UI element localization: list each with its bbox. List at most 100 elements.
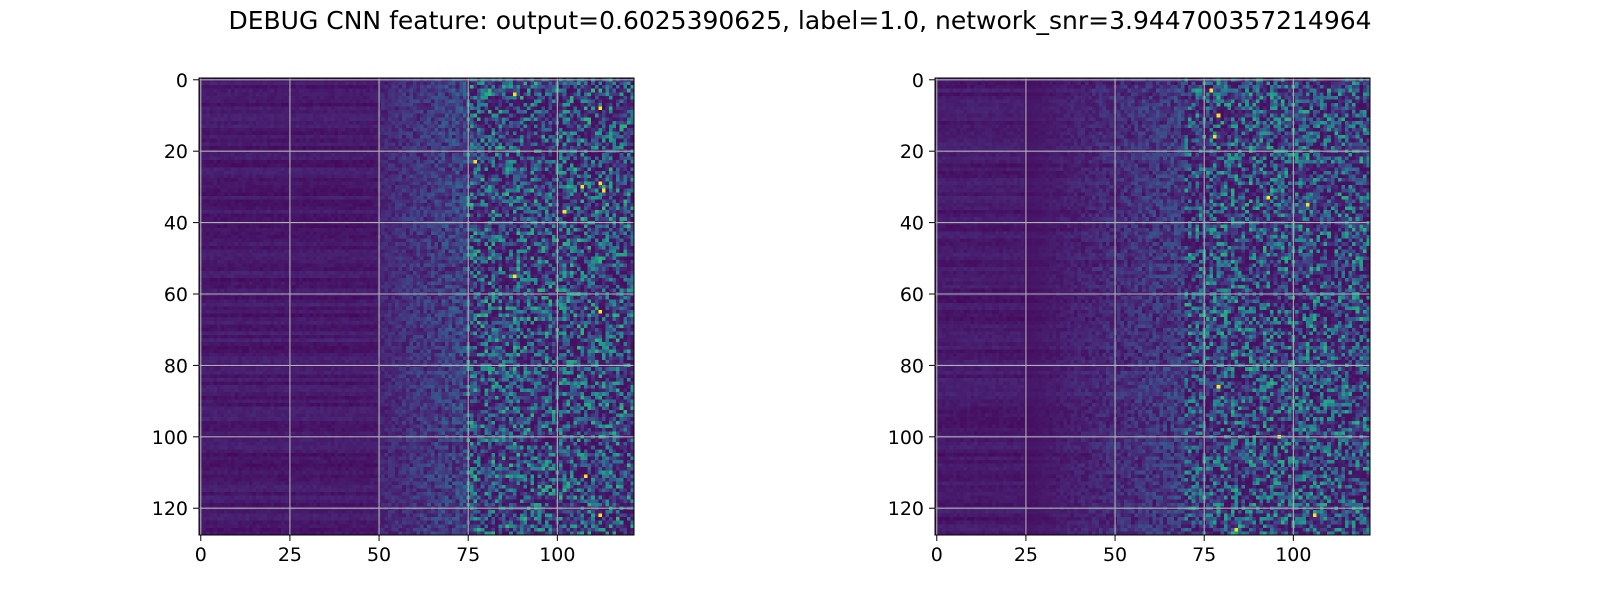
heatmap-cell <box>477 160 481 164</box>
heatmap-cell <box>374 139 378 143</box>
heatmap-cell <box>516 82 520 86</box>
heatmap-cell <box>431 160 435 164</box>
heatmap-cell <box>263 128 267 132</box>
heatmap-cell <box>359 132 363 136</box>
heatmap-cell <box>613 146 617 150</box>
heatmap-cell <box>434 107 438 111</box>
heatmap-cell <box>217 135 221 139</box>
heatmap-cell <box>520 103 524 107</box>
heatmap-cell <box>277 124 281 128</box>
heatmap-cell <box>431 139 435 143</box>
heatmap-cell <box>203 157 207 161</box>
heatmap-cell <box>527 110 531 114</box>
heatmap-cell <box>238 103 242 107</box>
heatmap-cell <box>231 107 235 111</box>
heatmap-cell <box>217 114 221 118</box>
heatmap-cell <box>584 92 588 96</box>
heatmap-cell <box>502 132 506 136</box>
heatmap-cell <box>270 85 274 89</box>
heatmap-cell <box>588 89 592 93</box>
heatmap-cell <box>220 85 224 89</box>
heatmap-cell <box>441 114 445 118</box>
heatmap-cell <box>334 157 338 161</box>
heatmap-cell <box>552 114 556 118</box>
heatmap-cell <box>627 82 631 86</box>
heatmap-cell <box>352 99 356 103</box>
heatmap-cell <box>470 99 474 103</box>
heatmap-cell <box>588 157 592 161</box>
heatmap-cell <box>431 107 435 111</box>
heatmap-cell <box>495 96 499 100</box>
heatmap-cell <box>488 99 492 103</box>
heatmap-cell <box>206 146 210 150</box>
heatmap-cell <box>595 135 599 139</box>
heatmap-cell <box>573 85 577 89</box>
heatmap-cell <box>427 153 431 157</box>
heatmap-cell <box>463 117 467 121</box>
heatmap-cell <box>352 96 356 100</box>
heatmap-cell <box>409 157 413 161</box>
heatmap-cell <box>581 85 585 89</box>
heatmap-panel-left: 0 25 50 75 100020406080100120 <box>152 70 635 566</box>
heatmap-cell <box>438 96 442 100</box>
heatmap-cell <box>452 99 456 103</box>
heatmap-cell <box>352 157 356 161</box>
heatmap-cell <box>206 135 210 139</box>
heatmap-cell <box>481 135 485 139</box>
heatmap-cell <box>527 117 531 121</box>
heatmap-cell <box>399 157 403 161</box>
heatmap-cell <box>459 146 463 150</box>
heatmap-cell <box>299 85 303 89</box>
heatmap-cell <box>370 96 374 100</box>
heatmap-cell <box>538 114 542 118</box>
heatmap-cell <box>238 139 242 143</box>
heatmap-cell <box>245 132 249 136</box>
heatmap-cell <box>220 124 224 128</box>
heatmap-cell <box>463 132 467 136</box>
heatmap-cell <box>427 110 431 114</box>
heatmap-cell <box>217 142 221 146</box>
heatmap-cell <box>541 103 545 107</box>
heatmap-cell <box>459 107 463 111</box>
heatmap-cell <box>299 117 303 121</box>
heatmap-cell <box>470 92 474 96</box>
heatmap-cell <box>506 124 510 128</box>
heatmap-cell <box>441 107 445 111</box>
heatmap-cell <box>424 107 428 111</box>
heatmap-cell <box>605 82 609 86</box>
heatmap-cell <box>206 99 210 103</box>
heatmap-cell <box>334 103 338 107</box>
heatmap-cell <box>598 89 602 93</box>
heatmap-cell <box>331 92 335 96</box>
heatmap-cell <box>359 110 363 114</box>
heatmap-cell <box>349 107 353 111</box>
heatmap-cell <box>591 135 595 139</box>
heatmap-cell <box>352 107 356 111</box>
heatmap-cell <box>231 132 235 136</box>
heatmap-cell <box>402 157 406 161</box>
heatmap-cell <box>334 89 338 93</box>
heatmap-cell <box>263 117 267 121</box>
heatmap-cell <box>434 124 438 128</box>
heatmap-cell <box>224 107 228 111</box>
heatmap-cell <box>477 82 481 86</box>
heatmap-cell <box>228 110 232 114</box>
heatmap-cell <box>310 117 314 121</box>
heatmap-cell <box>274 99 278 103</box>
heatmap-cell <box>260 139 264 143</box>
heatmap-cell <box>331 128 335 132</box>
heatmap-cell <box>242 135 246 139</box>
heatmap-cell <box>488 157 492 161</box>
heatmap-cell <box>502 139 506 143</box>
heatmap-cell <box>452 107 456 111</box>
heatmap-cell <box>477 117 481 121</box>
heatmap-cell <box>598 132 602 136</box>
heatmap-cell <box>577 146 581 150</box>
heatmap-cell <box>420 89 424 93</box>
heatmap-cell <box>374 107 378 111</box>
heatmap-cell <box>392 117 396 121</box>
heatmap-cell <box>541 110 545 114</box>
heatmap-cell <box>206 103 210 107</box>
heatmap-cell <box>627 117 631 121</box>
heatmap-cell <box>481 157 485 161</box>
